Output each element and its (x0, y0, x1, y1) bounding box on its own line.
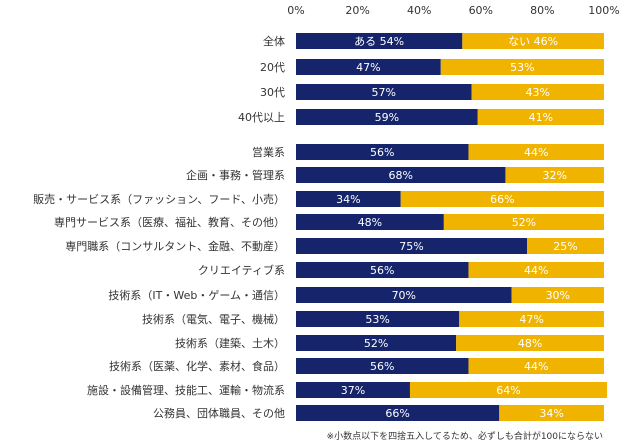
footnote: ※小数点以下を四捨五入してるため、必ずしも合計が100にならない (326, 432, 603, 442)
category-label: 販売・サービス系（ファッション、フード、小売） (33, 193, 285, 206)
data-label: 25% (553, 240, 577, 253)
data-label: 48% (358, 216, 382, 229)
bar-segment-nai (471, 84, 604, 100)
data-label: 30% (546, 289, 570, 302)
bar-segment-aru (296, 405, 500, 421)
data-label: 52% (512, 216, 536, 229)
data-label: 56% (370, 360, 394, 373)
category-label: 全体 (263, 34, 285, 48)
data-label: 56% (370, 146, 394, 159)
data-label: 59% (375, 111, 399, 124)
bar-segment-aru (296, 144, 469, 160)
data-label: 57% (372, 86, 396, 99)
bar-segment-aru (296, 358, 469, 374)
data-label: 41% (529, 111, 553, 124)
data-label: 43% (526, 86, 550, 99)
data-label: 75% (399, 240, 423, 253)
category-label: 企画・事務・管理系 (186, 168, 285, 182)
data-label: 70% (392, 289, 416, 302)
data-label: 34% (539, 407, 563, 420)
data-label: 68% (388, 169, 412, 182)
bar-segment-nai (462, 33, 604, 49)
bar-segment-nai (527, 238, 604, 254)
bar-segment-aru (296, 109, 478, 125)
bar-segment-nai (443, 214, 604, 230)
data-label: 37% (341, 384, 365, 397)
bar-segment-nai (468, 262, 604, 278)
data-label: 47% (356, 61, 380, 74)
category-label: 技術系（IT・Web・ゲーム・通信） (108, 289, 285, 302)
bar-segment-nai (409, 382, 608, 398)
data-label: 48% (518, 337, 542, 350)
bar-segment-aru (296, 262, 469, 278)
data-label: ある 54% (354, 35, 404, 48)
bar-segment-nai (511, 287, 604, 303)
data-label: 66% (385, 407, 409, 420)
x-tick-label: 80% (530, 4, 554, 17)
bar-segment-nai (505, 167, 604, 183)
category-label: 専門職系（コンサルタント、金融、不動産） (65, 239, 285, 253)
bar-segment-nai (468, 144, 604, 160)
bar-segment-aru (296, 238, 527, 254)
bar-segment-aru (296, 335, 457, 351)
category-label: 40代以上 (238, 111, 285, 124)
category-label: 営業系 (252, 145, 285, 159)
bar-segment-aru (296, 287, 512, 303)
data-label: 66% (490, 193, 514, 206)
category-label: クリエイティブ系 (198, 263, 285, 277)
x-tick-label: 20% (345, 4, 369, 17)
bar-segment-aru (296, 382, 410, 398)
data-label: 44% (524, 360, 548, 373)
category-label: 専門サービス系（医療、福祉、教育、その他） (54, 215, 285, 229)
bar-segment-nai (468, 358, 604, 374)
x-tick-label: 100% (588, 4, 619, 17)
category-label: 30代 (260, 86, 285, 99)
x-tick-label: 40% (407, 4, 431, 17)
bar-segment-nai (499, 405, 604, 421)
category-label: 技術系（医薬、化学、素材、食品） (109, 359, 285, 373)
category-label: 公務員、団体職員、その他 (153, 406, 285, 420)
bar-segment-aru (296, 84, 472, 100)
bar-segment-nai (440, 59, 604, 75)
category-label: 20代 (260, 61, 285, 74)
data-label: 34% (336, 193, 360, 206)
data-label: ない 46% (508, 35, 558, 48)
bar-segment-aru (296, 191, 401, 207)
data-label: 53% (510, 61, 534, 74)
data-label: 52% (364, 337, 388, 350)
bar-segment-nai (400, 191, 604, 207)
bar-segment-aru (296, 214, 444, 230)
x-tick-label: 60% (469, 4, 493, 17)
data-label: 44% (524, 264, 548, 277)
data-label: 44% (524, 146, 548, 159)
data-label: 47% (519, 313, 543, 326)
data-label: 32% (542, 169, 566, 182)
bar-segment-aru (296, 59, 441, 75)
category-label: 技術系（電気、電子、機械） (142, 312, 285, 326)
bar-segment-aru (296, 167, 506, 183)
bar-segment-aru (296, 33, 463, 49)
category-label: 施設・設備管理、技能工、運輸・物流系 (87, 383, 285, 397)
data-label: 53% (365, 313, 389, 326)
category-label: 技術系（建築、土木） (175, 336, 285, 350)
bar-segment-nai (459, 311, 604, 327)
bar-segment-nai (456, 335, 604, 351)
bar-segment-nai (477, 109, 604, 125)
data-label: 64% (496, 384, 520, 397)
data-label: 56% (370, 264, 394, 277)
x-tick-label: 0% (287, 4, 304, 17)
bar-segment-aru (296, 311, 460, 327)
